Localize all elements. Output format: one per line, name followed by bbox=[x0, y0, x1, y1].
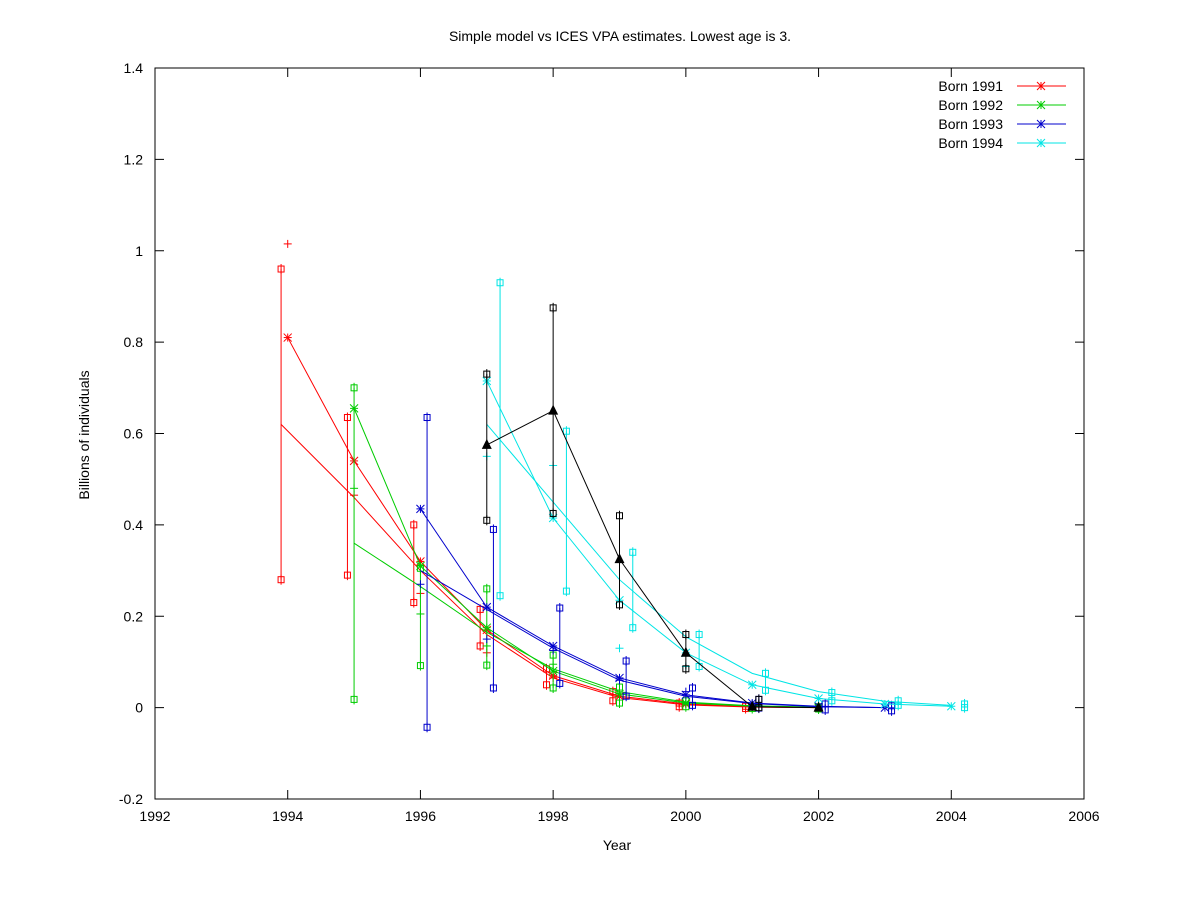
x-tick-label: 1994 bbox=[272, 808, 303, 824]
y-tick-label: -0.2 bbox=[119, 791, 143, 807]
series-aggregate-black-triangles- bbox=[481, 302, 824, 713]
x-tick-label: 1996 bbox=[405, 808, 436, 824]
y-tick-label: 1 bbox=[135, 243, 143, 259]
y-tick-label: 0.4 bbox=[124, 517, 144, 533]
legend-item: Born 1992 bbox=[938, 97, 1066, 113]
x-tick-label: 2002 bbox=[803, 808, 834, 824]
x-tick-label: 1992 bbox=[139, 808, 170, 824]
series-layer bbox=[277, 239, 969, 733]
series-born-1993 bbox=[416, 412, 896, 733]
svg-text:Born 1994: Born 1994 bbox=[938, 135, 1003, 151]
x-tick-label: 2006 bbox=[1068, 808, 1099, 824]
chart-title: Simple model vs ICES VPA estimates. Lowe… bbox=[448, 28, 792, 44]
y-tick-label: 1.4 bbox=[124, 60, 144, 76]
legend-item: Born 1993 bbox=[938, 116, 1066, 132]
axes: 1992 1994 1996 1998 2000 2002 2004 2006 -0.2 0 0.2… bbox=[119, 60, 1100, 824]
x-tick-label: 2004 bbox=[936, 808, 967, 824]
legend: Born 1991 Born 1992 Born 1993 Born 1994 bbox=[938, 78, 1066, 151]
series-born-1992 bbox=[349, 382, 823, 714]
y-tick-label: 0.2 bbox=[124, 608, 144, 624]
y-tick-label: 0.8 bbox=[124, 334, 144, 350]
legend-item: Born 1991 bbox=[938, 78, 1066, 94]
y-tick-label: 1.2 bbox=[124, 151, 144, 167]
x-tick-label: 1998 bbox=[538, 808, 569, 824]
x-axis-label: Year bbox=[602, 837, 632, 853]
y-tick-label: 0.6 bbox=[124, 426, 144, 442]
svg-text:Born 1992: Born 1992 bbox=[938, 97, 1003, 113]
svg-text:Born 1991: Born 1991 bbox=[938, 78, 1003, 94]
legend-item: Born 1994 bbox=[938, 135, 1066, 151]
y-tick-label: 0 bbox=[135, 700, 143, 716]
x-tick-label: 2000 bbox=[670, 808, 701, 824]
svg-text:Born 1993: Born 1993 bbox=[938, 116, 1003, 132]
